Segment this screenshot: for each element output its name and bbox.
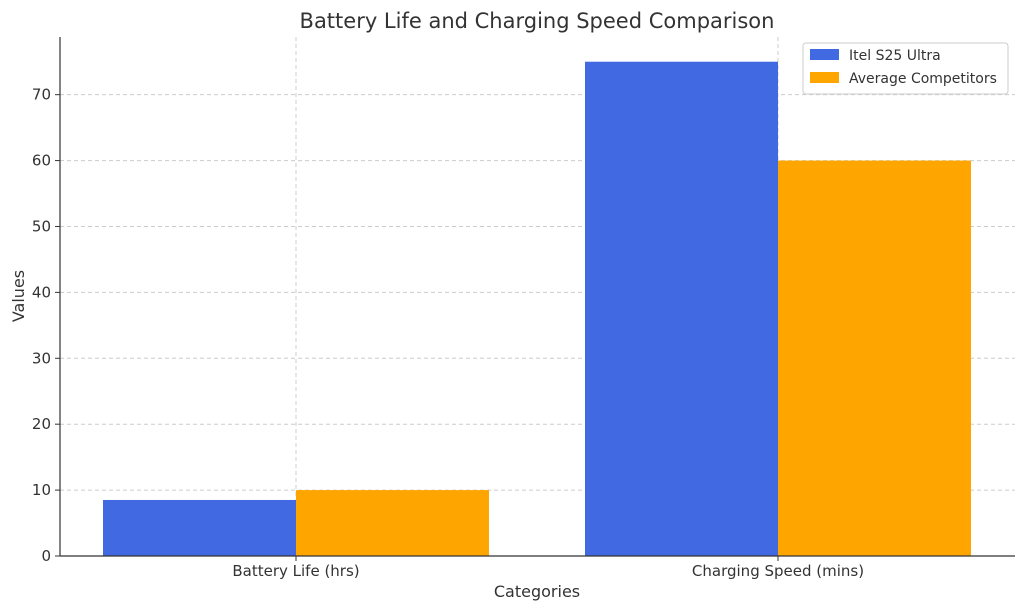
bars xyxy=(103,61,971,557)
y-tick-label: 60 xyxy=(32,152,51,170)
bar-average-competitors-0 xyxy=(296,490,489,556)
y-ticks: 0 10 20 30 40 50 60 70 xyxy=(32,86,60,565)
x-tick-label: Charging Speed (mins) xyxy=(692,562,864,580)
y-tick-label: 0 xyxy=(41,547,51,565)
legend: Itel S25 Ultra Average Competitors xyxy=(802,42,1009,95)
bar-itel-s25-ultra-1 xyxy=(585,61,778,556)
y-tick-label: 50 xyxy=(32,217,51,235)
x-ticks: Battery Life (hrs) Charging Speed (mins) xyxy=(232,556,864,580)
legend-label-itel: Itel S25 Ultra xyxy=(849,48,941,64)
y-tick-label: 30 xyxy=(32,349,51,367)
y-tick-label: 70 xyxy=(32,86,51,104)
chart-title: Battery Life and Charging Speed Comparis… xyxy=(300,9,775,33)
bar-itel-s25-ultra-0 xyxy=(103,499,296,556)
x-axis-label: Categories xyxy=(494,582,580,601)
y-tick-label: 40 xyxy=(32,283,51,301)
y-tick-label: 20 xyxy=(32,415,51,433)
y-axis-label: Values xyxy=(9,270,28,322)
legend-swatch-competitors xyxy=(810,72,839,83)
x-tick-label: Battery Life (hrs) xyxy=(232,562,359,580)
y-tick-label: 10 xyxy=(32,481,51,499)
legend-box xyxy=(802,42,1009,95)
legend-swatch-itel xyxy=(810,49,839,60)
bar-average-competitors-1 xyxy=(778,160,971,557)
legend-label-competitors: Average Competitors xyxy=(849,71,997,87)
